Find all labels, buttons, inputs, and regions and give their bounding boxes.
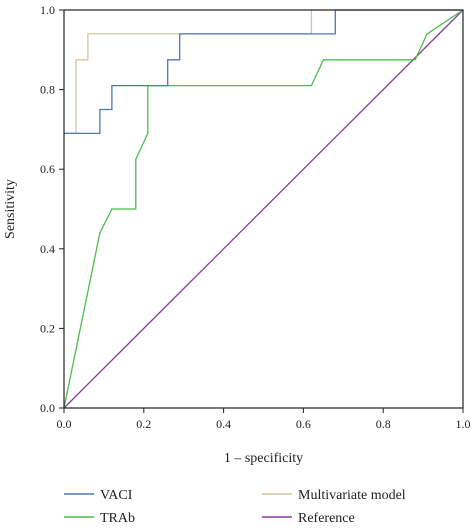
x-tick-label: 0.8 xyxy=(376,417,391,431)
x-tick-label: 0.4 xyxy=(216,417,231,431)
x-tick-label: 0.0 xyxy=(57,417,72,431)
legend: VACI Multivariate model TRAb Reference xyxy=(64,488,406,526)
legend-label: Reference xyxy=(298,511,355,526)
plot-area xyxy=(63,9,464,409)
x-tick-label: 0.2 xyxy=(136,417,151,431)
legend-label: Multivariate model xyxy=(298,488,406,503)
series-line-reference xyxy=(63,9,464,409)
y-axis-label: Sensitivity xyxy=(3,179,18,239)
legend-item-multivariate-model: Multivariate model xyxy=(262,488,406,503)
legend-item-trab: TRAb xyxy=(64,511,135,526)
y-tick-label: 1.0 xyxy=(40,3,55,17)
series-line-trab xyxy=(63,9,464,409)
x-tick-label: 1.0 xyxy=(456,417,471,431)
y-tick-label: 0.0 xyxy=(40,401,55,415)
series-line-vaci xyxy=(64,9,463,135)
y-tick-label: 0.6 xyxy=(40,162,55,176)
y-tick-label: 0.8 xyxy=(40,83,55,97)
x-tick-label: 0.6 xyxy=(296,417,311,431)
legend-item-vaci: VACI xyxy=(64,488,133,503)
legend-item-reference: Reference xyxy=(262,511,355,526)
series-line-multivariate-model xyxy=(64,9,463,135)
plot-frame xyxy=(63,9,464,409)
legend-label: VACI xyxy=(100,488,133,503)
legend-label: TRAb xyxy=(100,511,135,526)
axes: 0.0 0.2 0.4 0.6 0.8 1.0 0.0 0.2 0.4 0.6 0.8 1.0 xyxy=(40,3,471,431)
y-tick-label: 0.2 xyxy=(40,321,55,335)
y-tick-label: 0.4 xyxy=(40,242,55,256)
x-axis-label: 1 – specificity xyxy=(224,451,303,466)
